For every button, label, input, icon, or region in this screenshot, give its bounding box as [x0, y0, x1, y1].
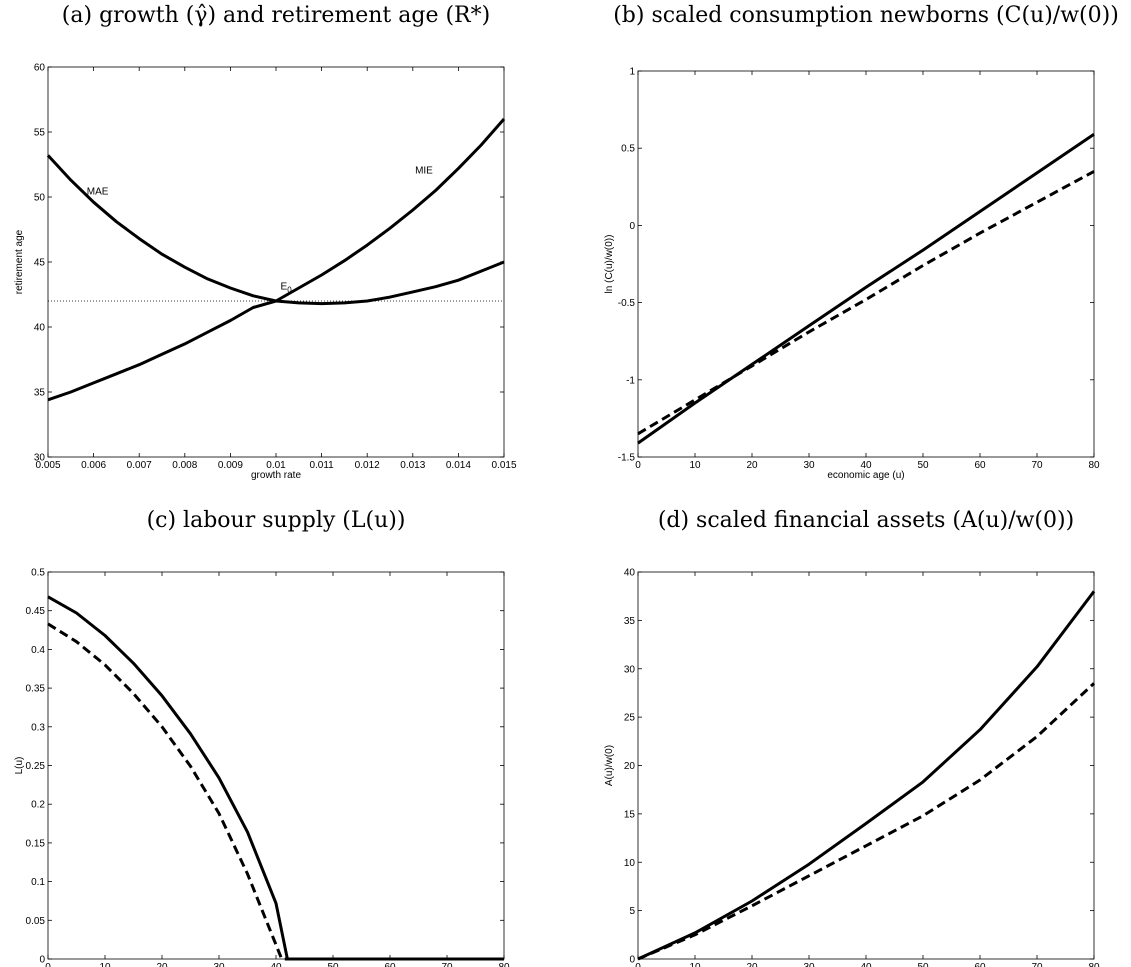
panel-3-xtick-label: 60 [384, 962, 396, 967]
panel-2-xtick-label: 40 [860, 460, 872, 471]
panel-3-xtick-label: 0 [45, 962, 51, 967]
panel-2-xtick-label: 20 [746, 460, 758, 471]
panel-1-annotation: E0 [281, 281, 293, 294]
panel-4-ytick-label: 0 [629, 955, 635, 966]
panel-3-xtick-label: 30 [213, 962, 225, 967]
panel-3-xtick-label: 20 [156, 962, 168, 967]
panel-3-ytick-label: 0.4 [31, 645, 45, 656]
panel-4-series-solid-1-line [637, 590, 1096, 961]
panel-1-xlabel: growth rate [251, 470, 301, 481]
panel-2-ytick-label: -0.5 [618, 298, 636, 309]
panel-2-xtick-label: 0 [635, 460, 641, 471]
panel-3-xtick-label: 10 [99, 962, 111, 967]
panel-2-xlabel: economic age (u) [827, 470, 904, 481]
panel-4-ylabel: A(u)/w(0) [604, 745, 615, 786]
panel-4-ytick-label: 10 [624, 858, 636, 869]
panel-3-xtick-label: 50 [327, 962, 339, 967]
panel-4-ytick-label: 20 [624, 761, 636, 772]
panel-4-xtick-label: 70 [1031, 962, 1043, 967]
panel-4-title: (d) scaled financial assets (A(u)/w(0)) [658, 508, 1074, 533]
panel-1-axes-frame [47, 66, 505, 458]
panel-4-xtick-label: 80 [1088, 962, 1100, 967]
panel-2-series-solid-1-line [637, 133, 1095, 445]
panel-3-ytick-label: 0.25 [26, 761, 46, 772]
panel-3-ytick-label: 0.1 [31, 877, 45, 888]
panel-4-ytick-label: 15 [624, 809, 636, 820]
panel-1-ytick-label: 45 [34, 258, 46, 269]
panel-1-ytick-label: 40 [34, 323, 46, 334]
panel-3-xtick-label: 80 [498, 962, 510, 967]
panel-3-ylabel: L(u) [14, 757, 25, 775]
panel-2-axes-frame [637, 70, 1095, 458]
panel-4-ytick-label: 40 [624, 568, 636, 579]
panel-2-xtick-label: 80 [1088, 460, 1100, 471]
panel-1-xtick-label: 0.014 [446, 460, 471, 471]
panel-2-xtick-label: 70 [1031, 460, 1043, 471]
panel-3-series-solid-1-line [47, 595, 504, 961]
panel-1-xtick-label: 0.013 [400, 460, 425, 471]
panel-3-series-dashed-2-line [47, 622, 504, 961]
panel-2-title: (b) scaled consumption newborns (C(u)/w(… [613, 3, 1119, 28]
panel-1-ylabel: retirement age [14, 229, 25, 294]
panel-4-series-dashed-2-line [637, 682, 1096, 961]
panel-1-title: (a) growth (γ̂) and retirement age (R*) [62, 3, 490, 28]
panel-4-xtick-label: 30 [803, 962, 815, 967]
panel-4-xtick-label: 50 [917, 962, 929, 967]
panel-3-ytick-label: 0.45 [26, 606, 46, 617]
panel-4-ytick-label: 5 [629, 906, 635, 917]
panel-4-ytick-label: 35 [624, 616, 636, 627]
panel-2-series-dashed-2-line [637, 170, 1095, 436]
panel-2-ytick-label: 0.5 [621, 144, 635, 155]
panel-1-annotation: MAE [87, 186, 109, 197]
panel-4-ytick-label: 30 [624, 664, 636, 675]
panel-3-ytick-label: 0 [39, 955, 45, 966]
panel-3-xtick-label: 40 [270, 962, 282, 967]
panel-3-ytick-label: 0.15 [26, 838, 46, 849]
panel-2-ytick-label: -1 [626, 375, 635, 386]
panel-1-annotation-subscript: 0 [287, 285, 292, 294]
panel-1-xtick-label: 0.01 [266, 460, 286, 471]
panel-1-xtick-label: 0.005 [35, 460, 60, 471]
panel-1-xtick-label: 0.006 [81, 460, 106, 471]
panel-2-xtick-label: 50 [917, 460, 929, 471]
panel-3-ytick-label: 0.3 [31, 722, 45, 733]
panel-2-xtick-label: 60 [974, 460, 986, 471]
panel-1-ytick-label: 55 [34, 128, 46, 139]
panel-4-xtick-label: 0 [635, 962, 641, 967]
panel-4-xtick-label: 40 [860, 962, 872, 967]
panel-1-ytick-label: 35 [34, 388, 46, 399]
panel-3-title: (c) labour supply (L(u)) [147, 508, 406, 533]
panel-1-ytick-label: 30 [34, 453, 46, 464]
panel-1-annotation: MIE [415, 166, 433, 177]
panel-1-series-mie-line [47, 118, 506, 402]
panel-2-ytick-label: 1 [629, 67, 635, 78]
panel-4-xtick-label: 60 [974, 962, 986, 967]
panel-3-xtick-label: 70 [441, 962, 453, 967]
panel-4-axes-frame [637, 571, 1095, 960]
panel-4-xtick-label: 20 [746, 962, 758, 967]
panel-1-xtick-label: 0.009 [218, 460, 243, 471]
panel-1-xtick-label: 0.015 [491, 460, 516, 471]
panel-1-xtick-label: 0.012 [355, 460, 380, 471]
panel-1-ytick-label: 50 [34, 193, 46, 204]
panel-3-ytick-label: 0.5 [31, 568, 45, 579]
panel-1-xtick-label: 0.008 [172, 460, 197, 471]
panel-2-ylabel: ln (C(u)/w(0)) [604, 235, 615, 294]
panel-1-xtick-label: 0.007 [127, 460, 152, 471]
panel-1-ytick-label: 60 [34, 63, 46, 74]
panel-4-xtick-label: 10 [689, 962, 701, 967]
panel-2-xtick-label: 30 [803, 460, 815, 471]
panel-2-ytick-label: -1.5 [618, 453, 636, 464]
panel-3-ytick-label: 0.35 [26, 684, 46, 695]
panel-2-xtick-label: 10 [689, 460, 701, 471]
panel-3-ytick-label: 0.2 [31, 800, 45, 811]
panel-4-ytick-label: 25 [624, 713, 636, 724]
panel-1-xtick-label: 0.011 [309, 460, 334, 471]
panel-2-ytick-label: 0 [629, 221, 635, 232]
panel-3-ytick-label: 0.05 [26, 916, 46, 927]
panel-1-series-mae-line [46, 154, 505, 306]
